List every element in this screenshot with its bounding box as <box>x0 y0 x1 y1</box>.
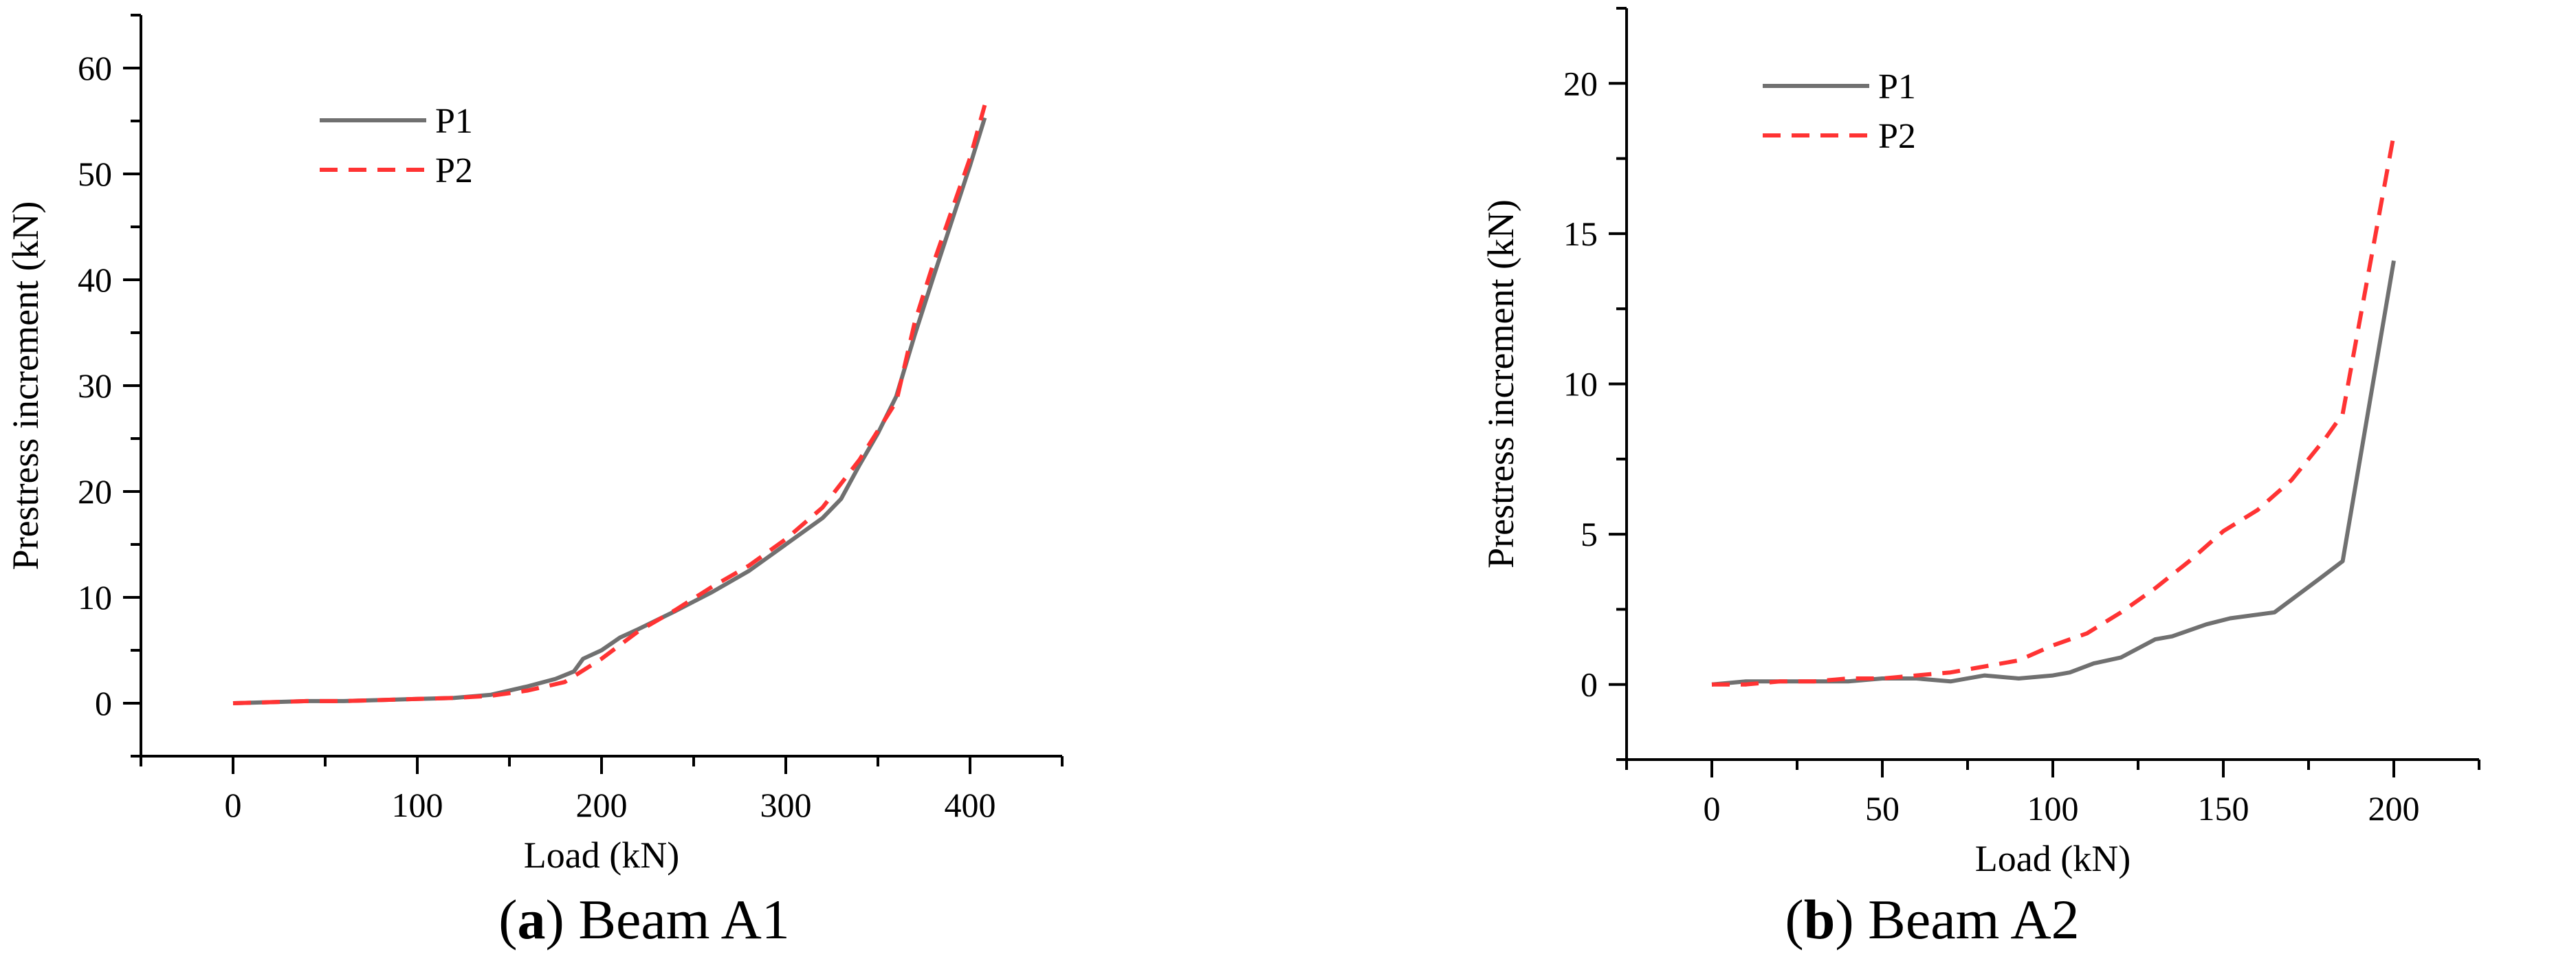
caption-a-text: ) Beam A1 <box>545 888 790 951</box>
chart-a-y-tick-label: 60 <box>78 49 112 87</box>
chart-b-y-tick-label: 15 <box>1563 214 1598 253</box>
chart-b-series-p2-line <box>1712 134 2396 687</box>
chart-b-legend-p1-label: P1 <box>1878 67 1916 107</box>
chart-b-y-tick-label: 10 <box>1563 365 1598 404</box>
chart-b-x-tick-label: 200 <box>2368 789 2420 828</box>
caption-b: (b) Beam A2 <box>1785 888 2080 951</box>
chart-a-legend-p2-label: P2 <box>435 151 473 190</box>
caption-b-text: ) Beam A2 <box>1835 888 2080 951</box>
chart-b-x-tick-label: 50 <box>1865 789 1900 828</box>
chart-b-y-axis-title: Prestress increment (kN) <box>1480 199 1521 568</box>
chart-b-x-tick-label: 150 <box>2198 789 2249 828</box>
chart-a-x-tick-label: 0 <box>225 786 242 824</box>
chart-b-y-tick-label: 0 <box>1581 665 1598 704</box>
chart-a-x-tick-label: 300 <box>760 786 812 824</box>
chart-a-y-tick-label: 30 <box>78 366 112 405</box>
chart-b-series-p1-line <box>1711 260 2396 687</box>
chart-a-y-tick-label: 20 <box>78 472 112 511</box>
caption-a-letter: a <box>517 888 546 951</box>
chart-b-y-tick-label: 20 <box>1563 64 1598 102</box>
chart-a-svg: 0 100 200 300 400 0 10 20 30 40 50 60 Load (kN) Prest… <box>5 14 1064 876</box>
chart-a-y-tick-label: 0 <box>95 684 112 722</box>
chart-a-y-tick-label: 40 <box>78 261 112 299</box>
chart-a-series-p1-line <box>232 117 987 705</box>
chart-a-y-axis-title: Prestress increment (kN) <box>5 201 46 571</box>
chart-panel-b: 0 50 100 150 200 0 5 10 15 20 Load (kN) Prestress i… <box>1288 0 2576 961</box>
chart-a-legend-p1-label: P1 <box>435 102 473 141</box>
chart-panel-a: 0 100 200 300 400 0 10 20 30 40 50 60 Load (kN) Prest… <box>5 14 1064 951</box>
caption-a: (a) Beam A1 <box>498 888 790 951</box>
chart-b-legend-p2-label: P2 <box>1878 117 1916 156</box>
chart-b-svg: 0 50 100 150 200 0 5 10 15 20 Load (kN) Prestress i… <box>1480 7 2480 879</box>
chart-b-x-axis-title: Load (kN) <box>1975 838 2131 879</box>
chart-b-x-tick-label: 0 <box>1704 789 1721 828</box>
chart-a-y-tick-label: 50 <box>78 155 112 193</box>
chart-a-x-tick-label: 200 <box>576 786 628 824</box>
chart-a-series-p2-line <box>232 104 987 705</box>
chart-b-x-tick-label: 100 <box>2027 789 2079 828</box>
chart-a-x-tick-label: 100 <box>392 786 443 824</box>
chart-a-x-axis-title: Load (kN) <box>524 835 679 876</box>
chart-a-y-tick-label: 10 <box>78 578 112 617</box>
caption-b-letter: b <box>1803 888 1836 951</box>
chart-a-x-tick-label: 400 <box>945 786 996 824</box>
chart-b-y-tick-label: 5 <box>1581 515 1598 553</box>
